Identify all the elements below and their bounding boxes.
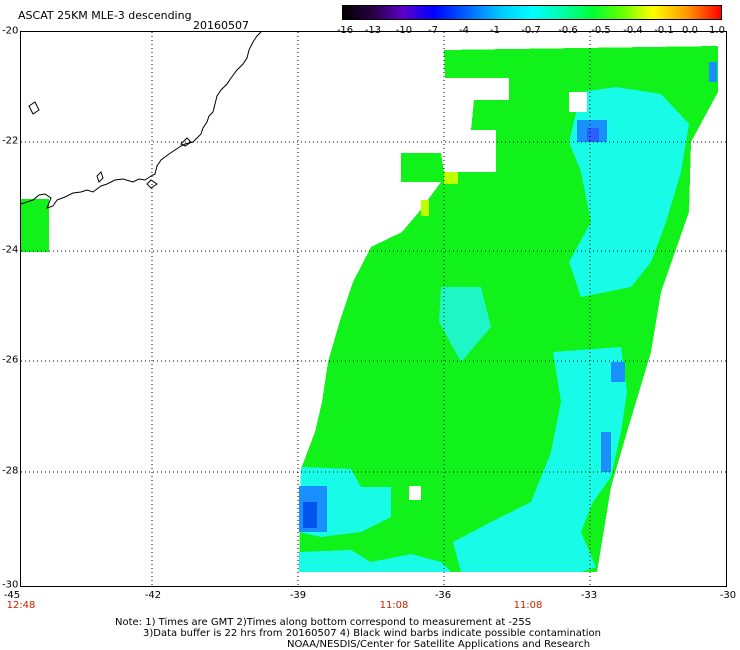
time-label: 11:08 xyxy=(379,600,409,611)
lon-label: -45 xyxy=(3,590,21,601)
colorbar-tick: 1.0 xyxy=(709,25,725,36)
time-label: 11:08 xyxy=(513,600,543,611)
colorbar-tick: -1 xyxy=(490,25,500,36)
lat-label: -26 xyxy=(2,354,19,366)
colorbar-tick: -0.6 xyxy=(558,25,578,36)
colorbar-tick: -0.7 xyxy=(521,25,541,36)
note-line: NOAA/NESDIS/Center for Satellite Applica… xyxy=(287,639,591,650)
colorbar-tick: -10 xyxy=(395,25,413,36)
coastline xyxy=(21,32,262,209)
colorbar-tick: -4 xyxy=(459,25,469,36)
lon-label: -30 xyxy=(719,590,737,601)
graticule xyxy=(21,32,726,586)
lon-label: -39 xyxy=(289,590,307,601)
lat-label: -28 xyxy=(2,465,19,477)
map-area xyxy=(20,31,727,587)
lat-label: -22 xyxy=(2,135,19,147)
lat-label: -20 xyxy=(2,25,19,37)
map-date: 20160507 xyxy=(193,19,249,32)
time-label: 12:48 xyxy=(6,600,36,611)
lon-label: -33 xyxy=(580,590,598,601)
note-line: Note: 1) Times are GMT 2)Times along bot… xyxy=(115,617,532,628)
colorbar xyxy=(342,5,722,20)
colorbar-tick: -0.1 xyxy=(654,25,674,36)
colorbar-tick: -0.5 xyxy=(591,25,611,36)
colorbar-tick: -0.4 xyxy=(623,25,643,36)
colorbar-tick: 0.0 xyxy=(682,25,698,36)
colorbar-tick: -16 xyxy=(336,25,354,36)
lon-label: -42 xyxy=(144,590,162,601)
colorbar-tick: -13 xyxy=(364,25,382,36)
note-line: 3)Data buffer is 22 hrs from 20160507 4)… xyxy=(143,628,601,639)
lat-label: -24 xyxy=(2,244,19,256)
lon-label: -36 xyxy=(434,590,452,601)
map-title: ASCAT 25KM MLE-3 descending xyxy=(18,9,192,22)
colorbar-tick: -7 xyxy=(428,25,438,36)
lat-label: -30 xyxy=(2,579,19,591)
data-swath xyxy=(21,46,718,572)
